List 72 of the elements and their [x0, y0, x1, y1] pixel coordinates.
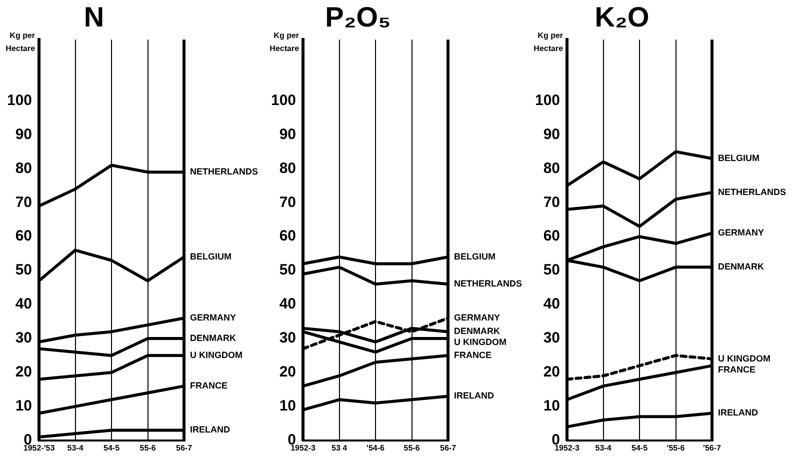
y-tick-label: 90: [279, 126, 296, 143]
series-label: DENMARK: [454, 326, 500, 336]
x-tick-label: 1952-'53: [23, 443, 56, 452]
series-label: U KINGDOM: [190, 350, 242, 360]
y-tick-label: 40: [543, 296, 560, 313]
y-axis-title: Kg per Hectare: [270, 31, 300, 54]
y-tick-label: 30: [543, 330, 560, 347]
series-label: BELGIUM: [718, 152, 760, 163]
series-label: DENMARK: [718, 262, 764, 272]
x-tick-label: 1952-3: [290, 443, 316, 452]
series-label: BELGIUM: [454, 251, 496, 262]
y-tick-label: 30: [279, 330, 296, 347]
series-label: U KINGDOM: [454, 337, 506, 348]
series-label: FRANCE: [190, 380, 228, 391]
y-tick-label: 100: [270, 92, 296, 109]
series-label: IRELAND: [454, 390, 494, 401]
series-label: DENMARK: [190, 332, 236, 343]
y-tick-label: 40: [15, 296, 32, 313]
series-label: NETHERLANDS: [190, 166, 258, 177]
y-tick-label: 60: [15, 228, 32, 245]
y-tick-label: 70: [279, 194, 296, 211]
x-tick-label: 55-6: [404, 443, 420, 452]
y-axis-title: Kg per Hectare: [534, 31, 564, 54]
series-label: GERMANY: [190, 312, 236, 323]
x-tick-label: 1952-3: [554, 443, 580, 452]
series-label: FRANCE: [454, 350, 492, 360]
x-tick-label: 56-7: [176, 443, 193, 452]
y-tick-label: 90: [15, 126, 32, 143]
y-tick-label: 90: [543, 126, 560, 143]
x-tick-label: 54-5: [104, 443, 120, 452]
x-tick-label: 55-6: [140, 443, 156, 452]
x-tick-label: 53 4: [331, 443, 348, 452]
y-tick-label: 20: [15, 364, 32, 381]
series-label: U KINGDOM: [718, 353, 770, 364]
series-label: FRANCE: [718, 364, 756, 374]
chart-title: P₂O₅: [325, 2, 391, 33]
y-tick-label: 80: [279, 160, 296, 177]
y-tick-label: 70: [543, 194, 560, 211]
chart-title: K₂O: [594, 2, 650, 33]
series-label: GERMANY: [718, 228, 764, 238]
series-label: NETHERLANDS: [454, 278, 522, 289]
y-tick-label: 50: [543, 262, 560, 279]
x-tick-label: 53-4: [595, 443, 612, 452]
series-label: IRELAND: [718, 408, 758, 418]
y-tick-label: 60: [279, 228, 296, 245]
y-tick-label: 20: [543, 364, 560, 381]
y-tick-label: 10: [279, 398, 296, 415]
y-tick-label: 80: [543, 160, 560, 177]
y-tick-label: 100: [6, 92, 32, 109]
series-label: BELGIUM: [190, 251, 232, 262]
series-label: NETHERLANDS: [718, 186, 786, 197]
y-tick-label: 50: [279, 262, 296, 279]
y-tick-label: 30: [15, 330, 32, 347]
series-label: GERMANY: [454, 312, 500, 323]
y-tick-label: 10: [15, 398, 32, 415]
y-tick-label: 40: [279, 296, 296, 313]
x-tick-label: 53-4: [67, 443, 84, 452]
y-tick-label: 20: [279, 364, 296, 381]
y-axis-title: Kg per Hectare: [6, 31, 36, 54]
y-tick-label: 60: [543, 228, 560, 245]
x-tick-label: '55-6: [666, 443, 686, 452]
x-tick-label: '56-7: [703, 443, 722, 452]
x-tick-label: '54-6: [366, 443, 386, 452]
y-tick-label: 50: [15, 262, 32, 279]
chart-title: N: [84, 2, 104, 33]
y-tick-label: 10: [543, 398, 560, 415]
y-tick-label: 80: [15, 160, 32, 177]
series-label: IRELAND: [190, 424, 230, 435]
x-tick-label: 56-7: [440, 443, 457, 452]
y-tick-label: 70: [15, 194, 32, 211]
y-tick-label: 100: [534, 92, 560, 109]
x-tick-label: 54-5: [632, 443, 648, 452]
